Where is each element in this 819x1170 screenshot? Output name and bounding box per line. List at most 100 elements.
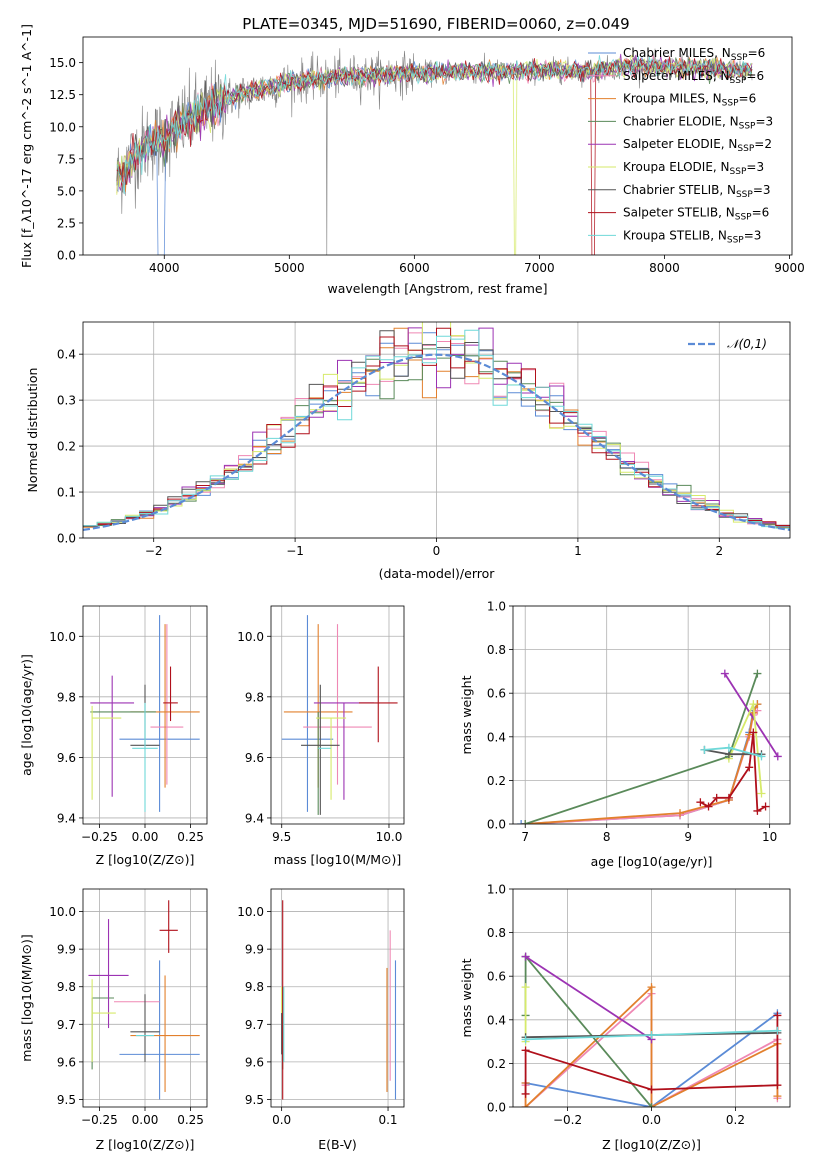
- x-tick-label: 0.1: [378, 1113, 397, 1127]
- plot-area-residuals: [83, 322, 790, 531]
- x-tick-label: 2: [715, 544, 723, 558]
- legend-count: =3: [755, 114, 773, 128]
- mass-weight-marker: [745, 730, 754, 739]
- normal-reference-line: [83, 353, 790, 531]
- legend-subscript: SSP: [736, 190, 753, 200]
- x-tick-label: 1: [574, 544, 582, 558]
- x-axis-label: Z [log10(Z/Z⊙)]: [96, 852, 195, 867]
- y-tick-label: 0.2: [487, 1057, 506, 1071]
- mass-weight-marker: [773, 752, 782, 761]
- y-tick-label: 9.7: [245, 1018, 264, 1032]
- y-tick-label: 9.9: [245, 943, 264, 957]
- mass-weight-marker: [712, 793, 721, 802]
- y-tick-label: 9.6: [57, 751, 76, 765]
- x-axis-label: mass [log10(M/M⊙)]: [274, 852, 402, 867]
- mass-weight-marker: [647, 1085, 656, 1094]
- mass-weight-marker: [521, 820, 530, 824]
- x-tick-label: −0.2: [553, 1113, 582, 1127]
- axes-frame-spectrum: [82, 36, 793, 256]
- mass-weight-marker: [700, 745, 709, 754]
- x-tick-label: 9000: [774, 261, 805, 275]
- mass-weight-marker: [521, 983, 530, 992]
- legend-count: =3: [753, 183, 771, 197]
- legend-subscript: SSP: [730, 76, 747, 86]
- mass-weight-marker: [521, 1103, 530, 1107]
- x-axis-label: Z [log10(Z/Z⊙)]: [602, 1137, 701, 1152]
- y-tick-label: 0.4: [487, 730, 506, 744]
- x-tick-label: 0.2: [726, 1113, 745, 1127]
- y-tick-label: 0.2: [487, 774, 506, 788]
- y-tick-label: 5.0: [57, 184, 76, 198]
- legend-label: Salpeter STELIB, NSSP=6: [623, 206, 769, 223]
- axes-frame-mass_vs_ebv: [270, 888, 405, 1108]
- legend-count: =6: [748, 46, 766, 60]
- axes-age_vs_mass: 9.5 10.0 9.4 9.6 9.8 10.0 mass [log10(M/M⊙)]: [237, 605, 405, 867]
- y-tick-label: 10.0: [237, 905, 264, 919]
- x-tick-label: 0.0: [642, 1113, 661, 1127]
- figure-title: PLATE=0345, MJD=51690, FIBERID=0060, z=0…: [242, 15, 629, 33]
- x-tick-label: 8: [603, 830, 611, 844]
- x-tick-label: 0.00: [132, 830, 159, 844]
- y-tick-label: 9.8: [245, 980, 264, 994]
- x-tick-label: 4000: [149, 261, 180, 275]
- mass-weight-marker: [753, 806, 762, 815]
- mass-weight-marker: [773, 1081, 782, 1090]
- mass-weight-marker: [773, 1092, 782, 1101]
- legend-label: Salpeter MILES, NSSP=6: [623, 69, 764, 86]
- axes-frame-age_vs_mass: [270, 605, 405, 825]
- plot-area-age_vs_Z: [90, 615, 200, 812]
- axes-frame-mass_vs_Z: [82, 888, 208, 1108]
- y-axis-label: mass weight: [459, 675, 474, 754]
- y-tick-label: 9.5: [245, 1093, 264, 1107]
- y-tick-label: 9.7: [57, 1018, 76, 1032]
- y-tick-label: 0.4: [487, 1013, 506, 1027]
- x-tick-label: 0.25: [177, 830, 204, 844]
- axes-mass_vs_ebv: 0.0 0.1 9.5 9.6 9.7 9.8 9.9 10.0 E(B-V): [237, 888, 405, 1152]
- legend-subscript: SSP: [730, 167, 747, 177]
- mass-weight-line: [521, 703, 759, 824]
- y-tick-label: 15.0: [49, 56, 76, 70]
- y-tick-label: 0.3: [57, 394, 76, 408]
- plot-area-mass_weight_vs_age: [517, 669, 782, 824]
- y-tick-label: 10.0: [49, 905, 76, 919]
- mass-weight-marker: [521, 1089, 530, 1098]
- y-tick-label: 0.1: [57, 486, 76, 500]
- x-tick-label: 0.25: [177, 1113, 204, 1127]
- legend-count: =6: [746, 69, 764, 83]
- mass-weight-marker: [753, 669, 762, 678]
- legend-subscript: SSP: [731, 53, 748, 63]
- mass-weight-marker: [724, 793, 733, 802]
- legend-label: Kroupa STELIB, NSSP=3: [623, 228, 761, 245]
- y-axis-label: Flux [f_λ10^-17 erg cm^-2 s^-1 A^-1]: [19, 24, 34, 268]
- x-tick-label: −1: [286, 544, 304, 558]
- legend-count: =3: [744, 228, 762, 242]
- y-tick-label: 9.8: [57, 690, 76, 704]
- y-tick-label: 0.6: [487, 970, 506, 984]
- x-tick-label: 8000: [649, 261, 680, 275]
- mass-weight-line: [525, 1012, 778, 1107]
- y-axis-label: age [log10(age/yr)]: [19, 654, 34, 776]
- axes-frame-mass_weight_vs_age: [512, 605, 791, 825]
- legend-label: Salpeter ELODIE, NSSP=2: [623, 137, 772, 154]
- mass-weight-marker: [676, 809, 685, 818]
- mass-weight-marker: [757, 752, 766, 761]
- legend-subscript: SSP: [735, 213, 752, 223]
- x-tick-label: 9.5: [272, 830, 291, 844]
- mass-weight-line: [525, 955, 652, 1041]
- legend-count: =2: [754, 137, 772, 151]
- axes-age_vs_Z: −0.25 0.00 0.25 9.4 9.6 9.8 10.0 Z [log10(Z/Z⊙)…: [19, 605, 208, 867]
- x-tick-label: 6000: [399, 261, 430, 275]
- y-tick-label: 1.0: [487, 600, 506, 614]
- y-tick-label: 0.4: [57, 348, 76, 362]
- axes-residuals: −2 −1 0 1 2 0.0 0.1 0.2 0.3 0.4 (data-model)/error…: [25, 321, 791, 581]
- axes-spectrum: 4000 5000 6000 7000 8000 9000 0.0 2.5 5.0 7.5 10.0…: [19, 24, 805, 296]
- mass-weight-marker: [745, 763, 754, 772]
- y-tick-label: 0.0: [487, 1101, 506, 1115]
- spectrum-legend: Chabrier MILES, NSSP=6 Salpeter MILES, NS…: [588, 46, 773, 245]
- x-axis-label: age [log10(age/yr)]: [591, 854, 713, 869]
- legend-label: Chabrier STELIB, NSSP=3: [623, 183, 771, 200]
- plot-area-mass_vs_Z: [88, 900, 200, 1100]
- mass-weight-marker: [696, 798, 705, 807]
- mass-weight-marker: [517, 820, 526, 824]
- plot-area-mass_weight_vs_Z: [521, 952, 782, 1107]
